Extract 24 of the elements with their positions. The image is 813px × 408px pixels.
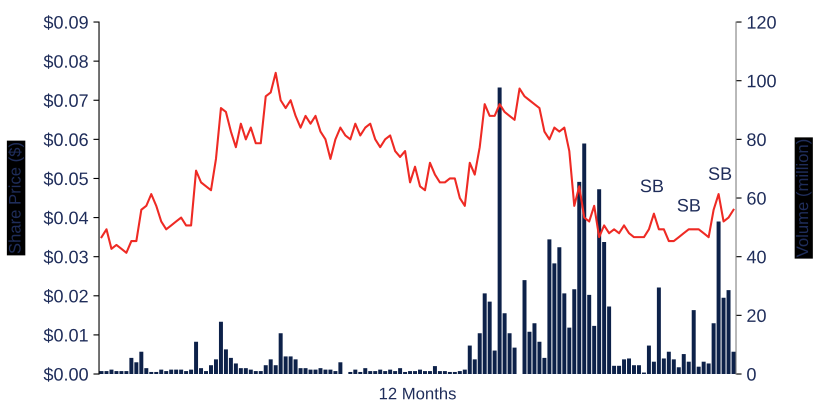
y-tick-label: $0.07: [44, 93, 88, 108]
x-axis-title: 12 Months: [380, 387, 456, 400]
line-series: [100, 72, 735, 254]
y-tick-label: $0.06: [44, 132, 88, 148]
y2-tick-label: 100: [748, 74, 776, 88]
y-tick-label: $0.03: [44, 250, 88, 264]
annotation: SB: [640, 180, 664, 192]
y2-axis-title: Volume (million): [796, 140, 812, 258]
y-tick-label: $0.08: [44, 54, 88, 69]
y2-tick-label: 80: [747, 133, 766, 146]
y-tick-label: $0.04: [44, 210, 88, 226]
y2-tick-label: 20: [747, 309, 766, 322]
y2-tick-label: 40: [746, 250, 766, 264]
y-tick-label: $0.00: [44, 367, 88, 382]
annotation: SB: [708, 167, 732, 180]
y2-tick-label: 0: [747, 368, 756, 381]
y-axis-title: Share Price ($): [8, 143, 24, 254]
annotation: SB: [678, 198, 700, 212]
y-tick-label: $0.01: [44, 328, 88, 343]
y-tick-label: $0.02: [44, 288, 88, 304]
y-tick-label: $0.05: [44, 172, 88, 186]
y2-tick-label: 60: [747, 192, 766, 205]
y-tick-label: $0.09: [44, 15, 88, 30]
y2-tick-label: 120: [748, 16, 776, 29]
